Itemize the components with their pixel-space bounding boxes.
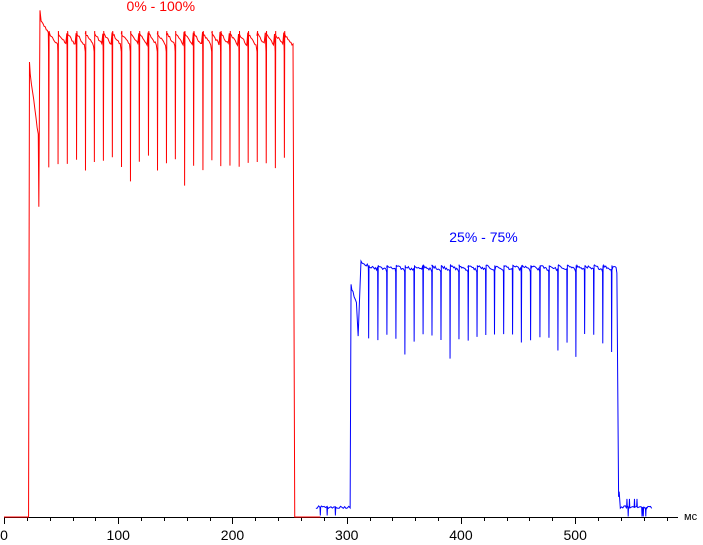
series-line-25-75	[315, 259, 653, 517]
x-tick-label: 0	[0, 527, 8, 543]
x-axis-ticks: 0 100 200 300 400 500	[0, 517, 668, 543]
series-line-0-100	[4, 10, 321, 518]
x-tick-label: 300	[335, 527, 359, 543]
series-lines	[4, 10, 653, 518]
x-axis-unit-label: мс	[684, 511, 698, 523]
x-tick-label: 200	[221, 527, 245, 543]
x-tick-label: 500	[564, 527, 588, 543]
series-label-25-75: 25% - 75%	[449, 229, 517, 245]
series-label-0-100: 0% - 100%	[127, 0, 195, 14]
x-tick-label: 100	[107, 527, 131, 543]
x-tick-label: 400	[449, 527, 473, 543]
series-labels: 0% - 100% 25% - 75%	[127, 0, 518, 245]
